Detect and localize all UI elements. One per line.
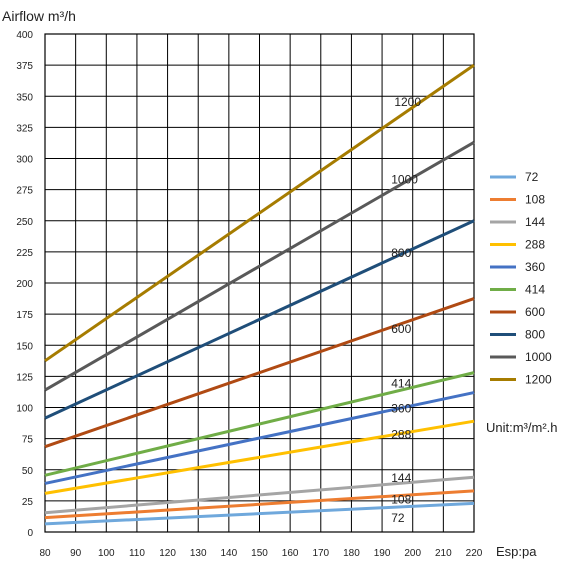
annotation-800: 800 [391, 246, 411, 260]
y-tick-label: 350 [16, 92, 33, 103]
plot-frame [44, 33, 475, 533]
legend-label-144: 144 [525, 215, 545, 229]
x-tick-label: 210 [435, 548, 452, 559]
annotation-288: 288 [391, 428, 411, 442]
x-tick-label: 180 [343, 548, 360, 559]
annotation-144: 144 [391, 471, 411, 485]
x-tick-label: 220 [466, 548, 483, 559]
x-tick-label: 200 [404, 548, 421, 559]
y-tick-label: 300 [16, 155, 33, 166]
y-tick-label: 225 [16, 248, 33, 259]
y-tick-label: 175 [16, 310, 33, 321]
legend-label-72: 72 [525, 170, 539, 184]
series-line-414 [44, 371, 475, 477]
annotation-600: 600 [391, 322, 411, 336]
y-tick-label: 150 [16, 341, 33, 352]
legend-label-414: 414 [525, 283, 545, 297]
y-axis-label: Airflow m³/h [2, 8, 76, 24]
grid [44, 33, 475, 533]
series-line-144 [44, 475, 475, 515]
y-tick-label: 400 [16, 30, 33, 41]
legend-label-360: 360 [525, 260, 545, 274]
series-line-72 [44, 501, 475, 526]
y-tick-label: 325 [16, 123, 33, 134]
y-tick-label: 100 [16, 404, 33, 415]
series-line-1200 [44, 63, 475, 363]
legend-label-600: 600 [525, 305, 545, 319]
x-tick-label: 150 [251, 548, 268, 559]
y-tick-label: 275 [16, 186, 33, 197]
legend-label-288: 288 [525, 238, 545, 252]
y-tick-label: 75 [22, 435, 34, 446]
x-tick-label: 130 [190, 548, 207, 559]
y-tick-label: 125 [16, 372, 33, 383]
y-tick-label: 250 [16, 217, 33, 228]
legend-label-108: 108 [525, 193, 545, 207]
x-axis-label: Esp:pa [496, 544, 537, 559]
y-tick-label: 200 [16, 279, 33, 290]
series-line-288 [44, 419, 475, 495]
y-tick-labels: 0 25 50 75 100 125 150 175 200 225 250 275 300 325 350… [16, 30, 33, 539]
annotation-72: 72 [391, 511, 405, 525]
x-tick-label: 140 [221, 548, 238, 559]
x-tick-label: 190 [374, 548, 391, 559]
y-tick-label: 25 [22, 497, 34, 508]
x-tick-label: 90 [70, 548, 82, 559]
series-line-600 [44, 297, 475, 449]
x-tick-label: 110 [129, 548, 145, 559]
y-tick-label: 375 [16, 61, 33, 72]
legend-label-800: 800 [525, 328, 545, 342]
annotation-360: 360 [391, 401, 411, 415]
legend-label-1000: 1000 [525, 350, 552, 364]
x-tick-label: 120 [159, 548, 176, 559]
x-tick-label: 80 [39, 548, 51, 559]
annotation-1200: 1200 [394, 95, 421, 109]
legend-label-1200: 1200 [525, 373, 552, 387]
annotation-414: 414 [391, 377, 411, 391]
unit-label: Unit:m³/m².h [486, 420, 558, 435]
x-tick-label: 100 [98, 548, 115, 559]
annotation-108: 108 [391, 492, 411, 506]
line-annotations: 1200 1000 800 600 414 360 288 144 108 72 [391, 95, 421, 525]
x-tick-labels: 80 90 100 110 120 130 140 150 160 170 180 190 200 210… [39, 548, 482, 559]
series-line-800 [44, 219, 475, 420]
series-lines [44, 63, 475, 526]
legend: 72 108 144 288 360 414 600 800 1000 1200 [490, 170, 552, 387]
x-tick-label: 170 [312, 548, 329, 559]
series-line-1000 [44, 141, 475, 392]
x-tick-label: 160 [282, 548, 299, 559]
series-line-360 [44, 391, 475, 485]
y-tick-label: 50 [22, 466, 34, 477]
y-tick-label: 0 [27, 528, 33, 539]
series-line-108 [44, 489, 475, 520]
annotation-1000: 1000 [391, 172, 418, 186]
